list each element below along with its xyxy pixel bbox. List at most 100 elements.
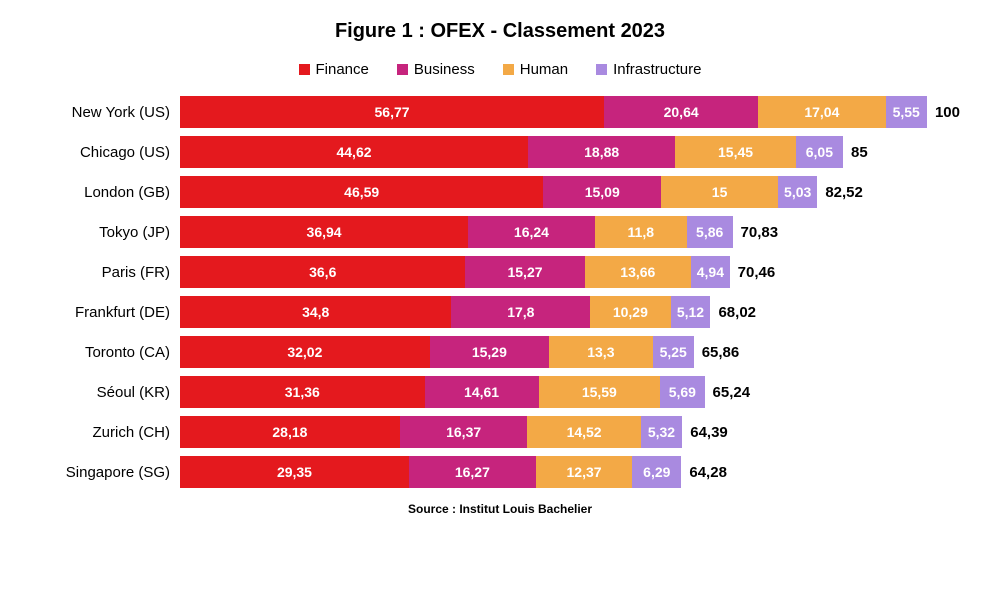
bar-segment: 32,02 bbox=[180, 336, 430, 368]
stacked-bar: 44,6218,8815,456,05 bbox=[180, 136, 843, 168]
row-label: Chicago (US) bbox=[40, 144, 180, 161]
bar-area: 36,615,2713,664,94 70,46 bbox=[180, 256, 960, 288]
row-total: 70,46 bbox=[738, 264, 776, 281]
bar-segment: 36,94 bbox=[180, 216, 468, 248]
bar-segment: 5,32 bbox=[641, 416, 682, 448]
stacked-bar: 36,9416,2411,85,86 bbox=[180, 216, 733, 248]
legend-item: Infrastructure bbox=[596, 61, 701, 78]
row-total: 100 bbox=[935, 104, 960, 121]
legend-label: Finance bbox=[316, 61, 369, 78]
chart-row: London (GB)46,5915,09155,0382,52 bbox=[40, 172, 960, 212]
bar-segment: 31,36 bbox=[180, 376, 425, 408]
bar-segment: 5,12 bbox=[671, 296, 711, 328]
chart-row: Singapore (SG)29,3516,2712,376,29 64,28 bbox=[40, 452, 960, 492]
bar-segment: 5,86 bbox=[687, 216, 733, 248]
legend-swatch bbox=[397, 64, 408, 75]
row-label: Zurich (CH) bbox=[40, 424, 180, 441]
stacked-bar: 32,0215,2913,35,25 bbox=[180, 336, 694, 368]
bar-segment: 15,45 bbox=[675, 136, 796, 168]
row-label: New York (US) bbox=[40, 104, 180, 121]
stacked-bar: 29,3516,2712,376,29 bbox=[180, 456, 681, 488]
bar-area: 28,1816,3714,525,32 64,39 bbox=[180, 416, 960, 448]
bar-segment: 5,55 bbox=[886, 96, 927, 128]
row-label: Toronto (CA) bbox=[40, 344, 180, 361]
row-label: London (GB) bbox=[40, 184, 180, 201]
bar-area: 34,817,810,295,1268,02 bbox=[180, 296, 960, 328]
bar-segment: 6,05 bbox=[796, 136, 843, 168]
bar-segment: 10,29 bbox=[590, 296, 670, 328]
stacked-bar: 46,5915,09155,03 bbox=[180, 176, 817, 208]
bar-segment: 18,88 bbox=[528, 136, 675, 168]
row-label: Séoul (KR) bbox=[40, 384, 180, 401]
bar-segment: 17,04 bbox=[758, 96, 885, 128]
bar-segment: 28,18 bbox=[180, 416, 400, 448]
bar-segment: 34,8 bbox=[180, 296, 451, 328]
legend-swatch bbox=[503, 64, 514, 75]
row-label: Paris (FR) bbox=[40, 264, 180, 281]
bar-segment: 16,24 bbox=[468, 216, 595, 248]
bar-area: 29,3516,2712,376,29 64,28 bbox=[180, 456, 960, 488]
bar-segment: 16,37 bbox=[400, 416, 528, 448]
chart-row: Séoul (KR)31,3614,6115,595,69 65,24 bbox=[40, 372, 960, 412]
bar-segment: 20,64 bbox=[604, 96, 758, 128]
bar-segment: 5,25 bbox=[653, 336, 694, 368]
bar-segment: 15,59 bbox=[539, 376, 661, 408]
row-total: 70,83 bbox=[741, 224, 779, 241]
bar-segment: 14,61 bbox=[425, 376, 539, 408]
chart-row: New York (US)56,7720,6417,045,55 100 bbox=[40, 92, 960, 132]
bar-segment: 36,6 bbox=[180, 256, 465, 288]
bar-segment: 5,69 bbox=[660, 376, 704, 408]
chart-source: Source : Institut Louis Bachelier bbox=[40, 502, 960, 516]
stacked-bar: 56,7720,6417,045,55 bbox=[180, 96, 927, 128]
bar-segment: 15,27 bbox=[465, 256, 584, 288]
legend-item: Finance bbox=[299, 61, 369, 78]
legend-label: Business bbox=[414, 61, 475, 78]
row-total: 65,86 bbox=[702, 344, 740, 361]
row-total: 82,52 bbox=[825, 184, 863, 201]
chart-title: Figure 1 : OFEX - Classement 2023 bbox=[40, 20, 960, 43]
stacked-bar: 36,615,2713,664,94 bbox=[180, 256, 730, 288]
legend-label: Infrastructure bbox=[613, 61, 701, 78]
bar-segment: 12,37 bbox=[536, 456, 632, 488]
bar-segment: 44,62 bbox=[180, 136, 528, 168]
stacked-bar: 28,1816,3714,525,32 bbox=[180, 416, 682, 448]
chart-row: Frankfurt (DE)34,817,810,295,1268,02 bbox=[40, 292, 960, 332]
bar-area: 32,0215,2913,35,25 65,86 bbox=[180, 336, 960, 368]
row-total: 65,24 bbox=[713, 384, 751, 401]
bar-segment: 15 bbox=[661, 176, 778, 208]
stacked-bar: 31,3614,6115,595,69 bbox=[180, 376, 705, 408]
bar-area: 44,6218,8815,456,05 85 bbox=[180, 136, 960, 168]
row-label: Tokyo (JP) bbox=[40, 224, 180, 241]
row-total: 85 bbox=[851, 144, 868, 161]
row-total: 64,39 bbox=[690, 424, 728, 441]
bar-segment: 13,66 bbox=[585, 256, 692, 288]
row-label: Frankfurt (DE) bbox=[40, 304, 180, 321]
bar-segment: 14,52 bbox=[527, 416, 640, 448]
bar-segment: 29,35 bbox=[180, 456, 409, 488]
row-total: 64,28 bbox=[689, 464, 727, 481]
chart-legend: Finance Business Human Infrastructure bbox=[40, 61, 960, 78]
bar-area: 36,9416,2411,85,86 70,83 bbox=[180, 216, 960, 248]
stacked-bar: 34,817,810,295,12 bbox=[180, 296, 710, 328]
chart-row: Toronto (CA)32,0215,2913,35,25 65,86 bbox=[40, 332, 960, 372]
row-label: Singapore (SG) bbox=[40, 464, 180, 481]
bar-area: 46,5915,09155,0382,52 bbox=[180, 176, 960, 208]
chart-row: Zurich (CH)28,1816,3714,525,32 64,39 bbox=[40, 412, 960, 452]
bar-segment: 6,29 bbox=[632, 456, 681, 488]
legend-label: Human bbox=[520, 61, 568, 78]
chart-row: Paris (FR)36,615,2713,664,94 70,46 bbox=[40, 252, 960, 292]
bar-segment: 46,59 bbox=[180, 176, 543, 208]
bar-chart: New York (US)56,7720,6417,045,55 100 Chica… bbox=[40, 92, 960, 492]
bar-segment: 56,77 bbox=[180, 96, 604, 128]
bar-segment: 17,8 bbox=[451, 296, 590, 328]
bar-segment: 15,29 bbox=[430, 336, 549, 368]
legend-swatch bbox=[299, 64, 310, 75]
bar-segment: 4,94 bbox=[691, 256, 730, 288]
bar-segment: 11,8 bbox=[595, 216, 687, 248]
legend-item: Human bbox=[503, 61, 568, 78]
bar-segment: 16,27 bbox=[409, 456, 536, 488]
legend-swatch bbox=[596, 64, 607, 75]
chart-row: Tokyo (JP)36,9416,2411,85,86 70,83 bbox=[40, 212, 960, 252]
bar-area: 56,7720,6417,045,55 100 bbox=[180, 96, 960, 128]
bar-segment: 13,3 bbox=[549, 336, 653, 368]
